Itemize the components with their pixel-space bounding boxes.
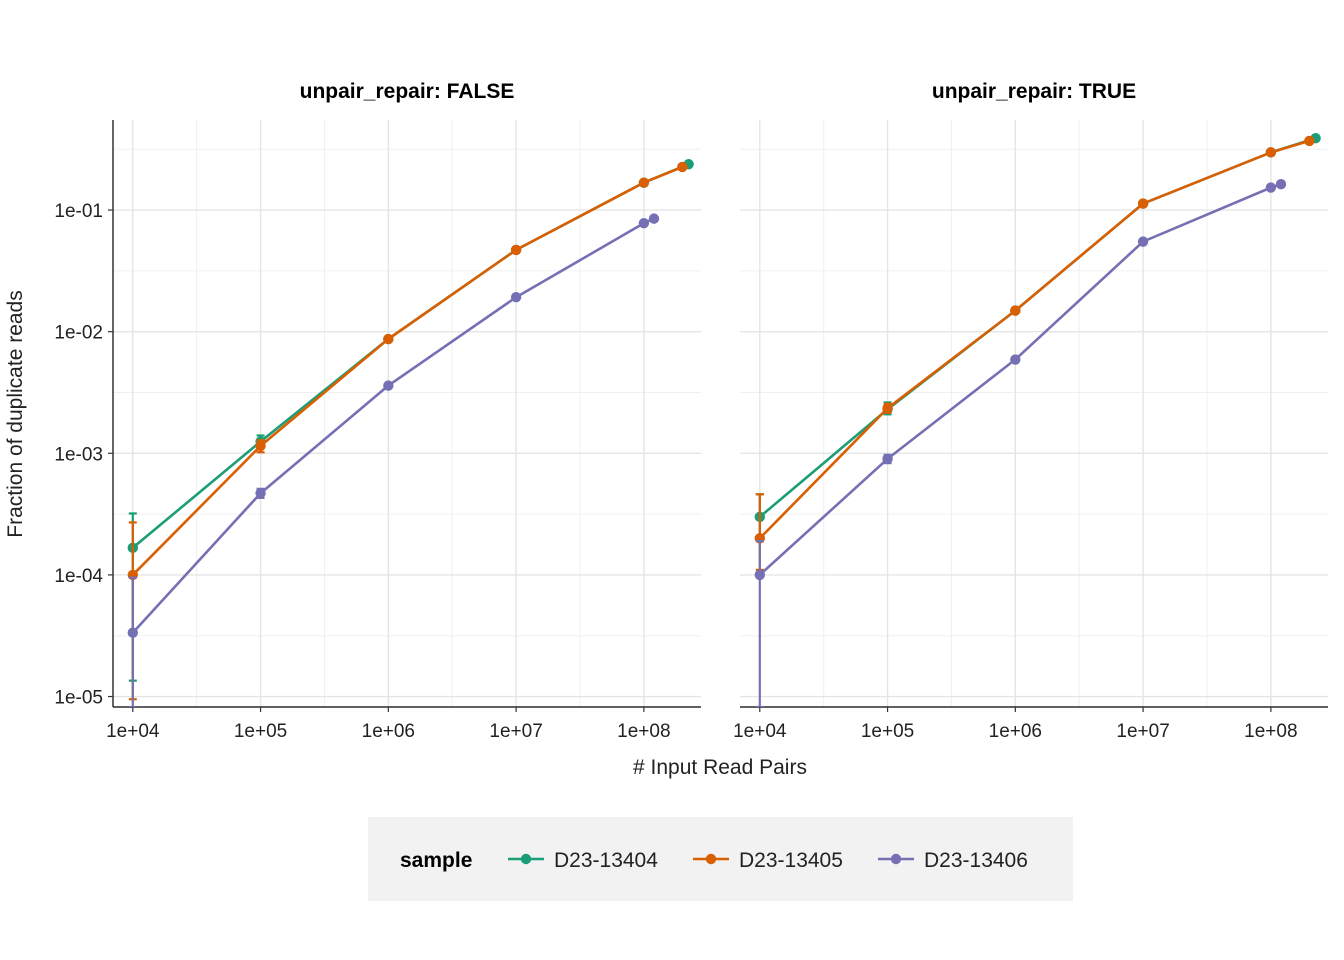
x-tick-label: 1e+07 (489, 721, 542, 742)
x-tick-label: 1e+08 (617, 721, 670, 742)
series-D23-13404 (754, 132, 1321, 543)
series-line (758, 182, 1282, 576)
series-line (758, 139, 1310, 540)
legend: sample D23-13404 D23-13405 D23-13406 (368, 817, 1073, 901)
data-point (882, 453, 893, 465)
x-axis-title: # Input Read Pairs (633, 756, 807, 779)
legend-key-point (520, 853, 532, 865)
data-point (1137, 236, 1149, 247)
data-point (383, 380, 394, 391)
legend-label: D23-13406 (924, 849, 1028, 872)
legend-entry: D23-13405 (693, 849, 843, 872)
panel-title: unpair_repair: FALSE (300, 80, 515, 103)
data-point (383, 333, 394, 345)
legend-label: D23-13404 (554, 849, 658, 872)
gridlines (740, 120, 1328, 707)
legend-entry: D23-13404 (508, 849, 658, 872)
y-tick-label: 1e-02 (54, 323, 103, 344)
x-tick-label: 1e+08 (1244, 721, 1297, 742)
y-tick-label: 1e-03 (54, 444, 103, 465)
series-D23-13406 (127, 213, 660, 707)
x-tick-label: 1e+05 (234, 721, 287, 742)
data-point (677, 161, 688, 173)
legend-label: D23-13405 (739, 849, 843, 872)
legend-title: sample (400, 849, 472, 872)
plot-area (127, 159, 694, 707)
panel-1: unpair_repair: FALSE 1e+04 1e+05 1e+06 1e+07… (54, 80, 701, 742)
data-point (638, 217, 650, 229)
series-D23-13404 (127, 159, 694, 682)
x-tick-label: 1e+06 (989, 721, 1042, 742)
legend-key-point (890, 853, 902, 865)
series-line (758, 136, 1316, 518)
data-point (1265, 182, 1277, 193)
y-tick-label: 1e-01 (54, 201, 103, 222)
plot-area (754, 132, 1321, 707)
x-tick-label: 1e+06 (362, 721, 415, 742)
data-point (1265, 147, 1277, 158)
data-point (882, 402, 893, 414)
panel-2: unpair_repair: TRUE 1e+04 1e+05 1e+06 1e+07 1… (733, 80, 1328, 742)
series-D23-13406 (754, 179, 1287, 707)
data-point (754, 569, 765, 581)
series-D23-13405 (127, 161, 688, 701)
data-point (510, 292, 522, 303)
data-point (255, 487, 266, 499)
legend-entry: D23-13406 (878, 849, 1028, 872)
legend-key-point (705, 853, 717, 865)
y-axis-title: Fraction of duplicate reads (4, 290, 27, 537)
panel-title: unpair_repair: TRUE (932, 80, 1136, 103)
data-point (510, 244, 522, 256)
data-point (255, 440, 266, 452)
data-point (1137, 198, 1149, 209)
panels: unpair_repair: FALSE 1e+04 1e+05 1e+06 1e+07… (54, 80, 1328, 742)
data-point (648, 213, 660, 224)
data-point (127, 627, 138, 638)
gridlines (113, 120, 701, 707)
data-point (638, 177, 650, 188)
y-tick-label: 1e-04 (54, 566, 103, 587)
x-tick-label: 1e+07 (1116, 721, 1169, 742)
x-tick-label: 1e+04 (733, 721, 787, 742)
series-line (131, 217, 655, 634)
data-point (1275, 179, 1287, 190)
series-line (131, 165, 683, 576)
y-tick-label: 1e-05 (54, 688, 103, 709)
data-point (1010, 305, 1021, 316)
data-point (1010, 354, 1021, 365)
x-tick-label: 1e+05 (861, 721, 914, 742)
data-point (1304, 135, 1315, 147)
x-tick-label: 1e+04 (106, 721, 160, 742)
